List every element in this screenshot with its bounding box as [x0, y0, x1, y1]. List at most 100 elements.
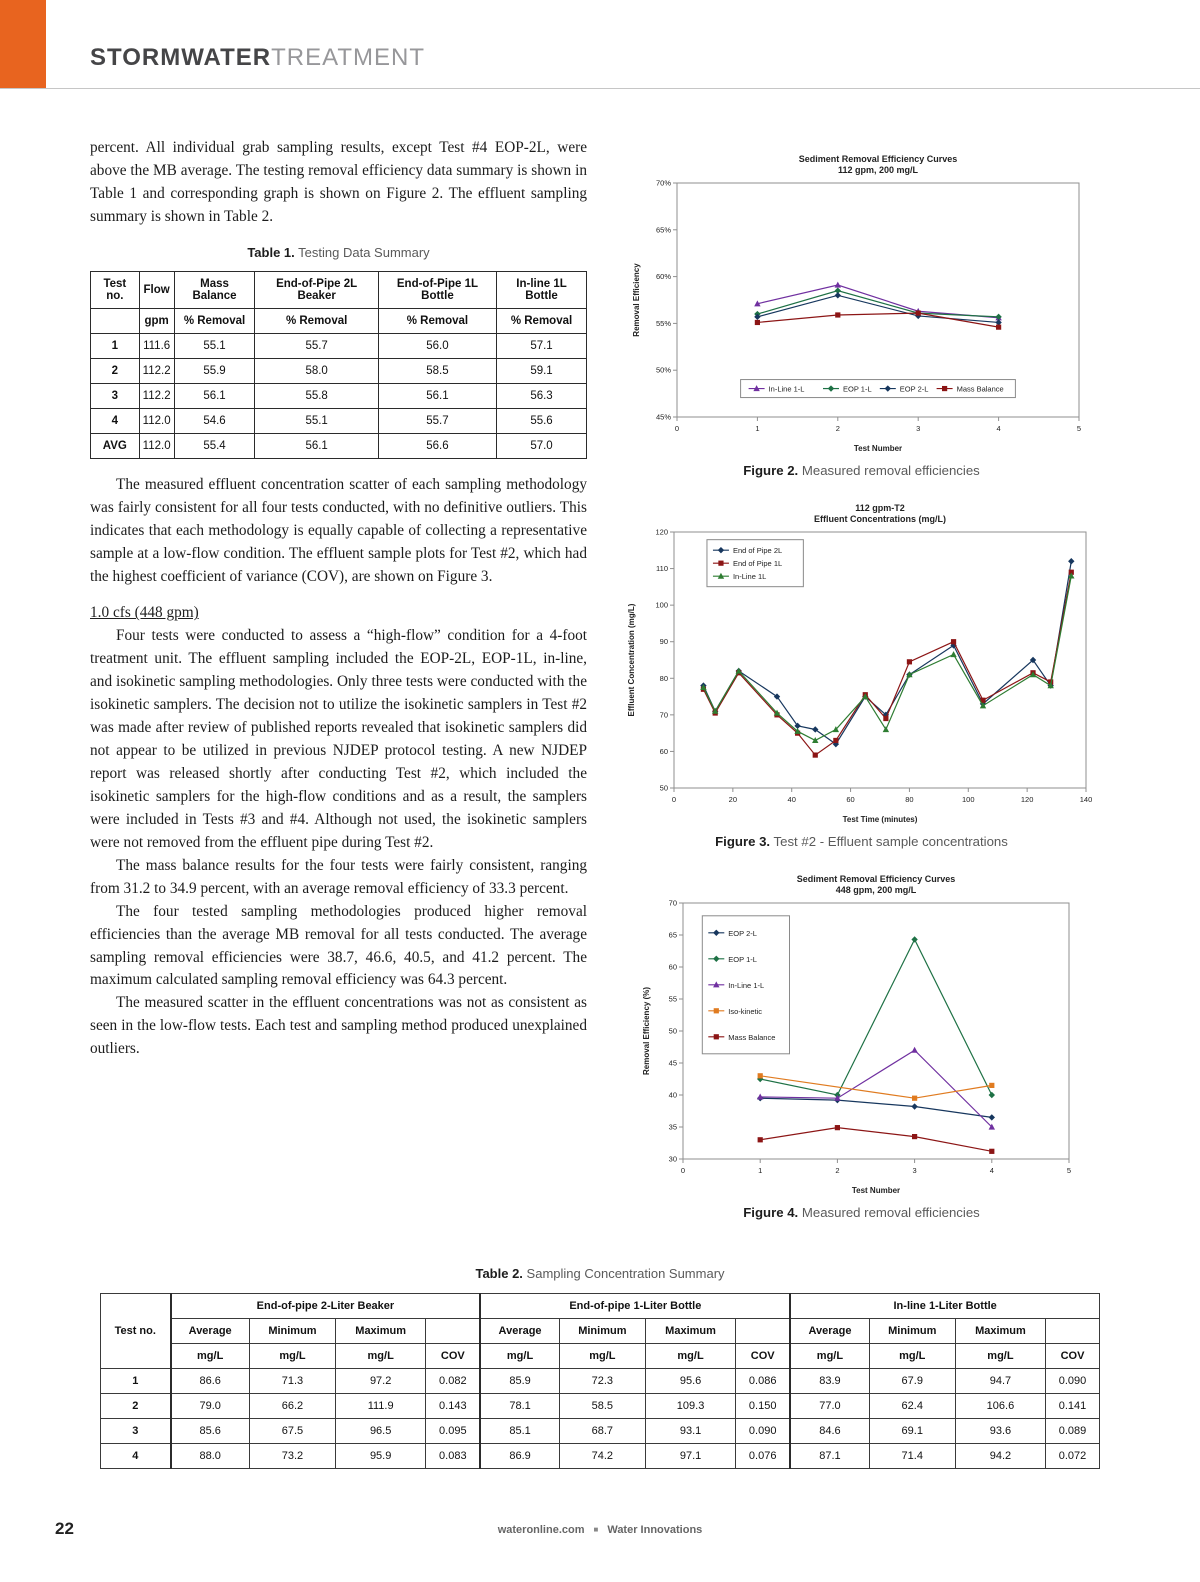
table2-cell: 67.5 — [248, 1418, 337, 1444]
table1-cell: 56.0 — [377, 332, 498, 359]
table1-cell: 1 — [90, 332, 140, 359]
table1-cell: 55.1 — [173, 332, 256, 359]
table2-testno-header: Test no. — [100, 1293, 171, 1369]
paragraph-4: The mass balance results for the four te… — [90, 856, 587, 897]
figure3-chart: 112 gpm-T2 Effluent Concentrations (mg/L)… — [615, 498, 1108, 828]
svg-text:50: 50 — [659, 784, 667, 793]
table1-row: 4 112.0 54.6 55.1 55.7 55.6 — [90, 407, 587, 434]
table2-head: Test no. End-of-pipe 2-Liter Beaker End-of… — [100, 1293, 1101, 1369]
table2-cell: 74.2 — [558, 1443, 646, 1469]
table2-cell: 0.143 — [425, 1393, 481, 1419]
table2-cell: 66.2 — [248, 1393, 337, 1419]
table2-sub-header: Maximum — [335, 1318, 427, 1344]
table1-row: 1 111.6 55.1 55.7 56.0 57.1 — [90, 332, 587, 359]
paragraph-6: The measured scatter in the effluent con… — [90, 994, 587, 1058]
left-column: percent. All individual grab sampling re… — [90, 137, 587, 1240]
svg-text:0: 0 — [671, 795, 675, 804]
masthead-title-light: TREATMENT — [271, 44, 425, 71]
svg-text:65%: 65% — [655, 225, 670, 234]
table2-cell: 0.090 — [1045, 1368, 1100, 1394]
table2-unit-header: COV — [425, 1343, 481, 1369]
right-column: Sediment Removal Efficiency Curves 112 gp… — [615, 137, 1108, 1240]
table2-cell: 69.1 — [868, 1418, 956, 1444]
svg-text:In-Line 1-L: In-Line 1-L — [728, 981, 764, 990]
table1-cell: 55.7 — [377, 407, 498, 434]
table2-cell: 77.0 — [789, 1393, 870, 1419]
table1-container: Test no. Flow Mass Balance End-of-Pipe 2L B… — [90, 270, 587, 459]
svg-text:2: 2 — [835, 424, 839, 433]
svg-text:EOP 2-L: EOP 2-L — [899, 385, 928, 394]
table2-cell: 109.3 — [644, 1393, 737, 1419]
svg-text:70%: 70% — [655, 179, 670, 188]
svg-text:End of Pipe 2L: End of Pipe 2L — [732, 546, 781, 555]
table2-cell: 79.0 — [169, 1393, 250, 1419]
svg-text:5: 5 — [1066, 1166, 1070, 1175]
svg-text:2: 2 — [835, 1166, 839, 1175]
svg-text:60: 60 — [668, 963, 676, 972]
svg-text:4: 4 — [989, 1166, 993, 1175]
footer-separator-icon: ■ — [593, 1525, 599, 1534]
table2: Test no. End-of-pipe 2-Liter Beaker End-of… — [100, 1293, 1101, 1469]
table1-cell: 59.1 — [496, 357, 587, 384]
svg-text:3: 3 — [916, 424, 920, 433]
svg-text:1: 1 — [758, 1166, 762, 1175]
table1-cell: 55.1 — [254, 407, 379, 434]
table2-group-header: End-of-pipe 2-Liter Beaker — [169, 1293, 481, 1319]
paragraph-2: The measured effluent concentration scat… — [90, 475, 587, 585]
table2-cell: 3 — [100, 1418, 171, 1444]
table2-cell: 0.083 — [425, 1443, 481, 1469]
svg-text:65: 65 — [668, 931, 676, 940]
table1-row: AVG 112.0 55.4 56.1 56.6 57.0 — [90, 432, 587, 459]
table2-cell: 62.4 — [868, 1393, 956, 1419]
svg-text:Sediment Removal Efficiency Cu: Sediment Removal Efficiency Curves — [796, 874, 955, 884]
table2-cell: 94.2 — [954, 1443, 1047, 1469]
table2-cell: 0.072 — [1045, 1443, 1100, 1469]
table1-unit-cell — [90, 307, 140, 334]
table1-cell: 112.0 — [138, 432, 175, 459]
figure4-caption-label: Figure 4. — [743, 1205, 799, 1220]
svg-text:EOP 1-L: EOP 1-L — [843, 385, 872, 394]
svg-text:120: 120 — [1020, 795, 1033, 804]
table2-unit-header: mg/L — [479, 1343, 560, 1369]
figure3-caption-label: Figure 3. — [715, 834, 771, 849]
masthead-title-bold: STORMWATER — [90, 44, 272, 71]
table2-cell: 67.9 — [868, 1368, 956, 1394]
table2-sub-header: Minimum — [868, 1318, 956, 1344]
table2-cell: 71.3 — [248, 1368, 337, 1394]
table1-caption-label: Table 1. — [247, 244, 295, 260]
svg-text:60: 60 — [659, 747, 667, 756]
figure4-caption-text: Measured removal efficiencies — [801, 1205, 980, 1220]
paragraph-3: Four tests were conducted to assess a “h… — [90, 627, 587, 851]
table1-cell: 56.3 — [496, 382, 587, 409]
table1-cell: 112.2 — [138, 382, 175, 409]
svg-text:112 gpm, 200 mg/L: 112 gpm, 200 mg/L — [837, 165, 918, 175]
svg-text:60: 60 — [846, 795, 854, 804]
table1-cell: 2 — [90, 357, 140, 384]
table1-cell: 55.9 — [173, 357, 256, 384]
table1-unit-cell: % Removal — [496, 307, 587, 334]
table1-caption-text: Testing Data Summary — [298, 244, 430, 260]
table2-sub-header: Minimum — [248, 1318, 337, 1344]
svg-text:70: 70 — [668, 899, 676, 908]
footer-site: wateronline.com — [497, 1524, 585, 1536]
table2-caption-label: Table 2. — [475, 1266, 523, 1281]
table1-row: 2 112.2 55.9 58.0 58.5 59.1 — [90, 357, 587, 384]
table1-cell: 54.6 — [173, 407, 256, 434]
table2-cell: 0.090 — [735, 1418, 791, 1444]
svg-text:60%: 60% — [655, 272, 670, 281]
table1-header-cell: End-of-Pipe 1L Bottle — [377, 270, 498, 309]
svg-text:40: 40 — [787, 795, 795, 804]
svg-text:1: 1 — [755, 424, 759, 433]
svg-text:3: 3 — [912, 1166, 916, 1175]
svg-text:55: 55 — [668, 995, 676, 1004]
table2-row: 3 85.6 67.5 96.5 0.095 85.1 68.7 93.1 0.090 84.6 6… — [100, 1418, 1100, 1444]
table2-unit-header: mg/L — [868, 1343, 956, 1369]
table1-header-cell: Test no. — [90, 270, 140, 309]
svg-text:70: 70 — [659, 710, 667, 719]
table2-cell: 106.6 — [954, 1393, 1047, 1419]
table1-head: Test no. Flow Mass Balance End-of-Pipe 2L B… — [90, 270, 587, 334]
table1-header-cell: Mass Balance — [173, 270, 256, 309]
svg-text:30: 30 — [668, 1155, 676, 1164]
table2-cell: 93.6 — [954, 1418, 1047, 1444]
